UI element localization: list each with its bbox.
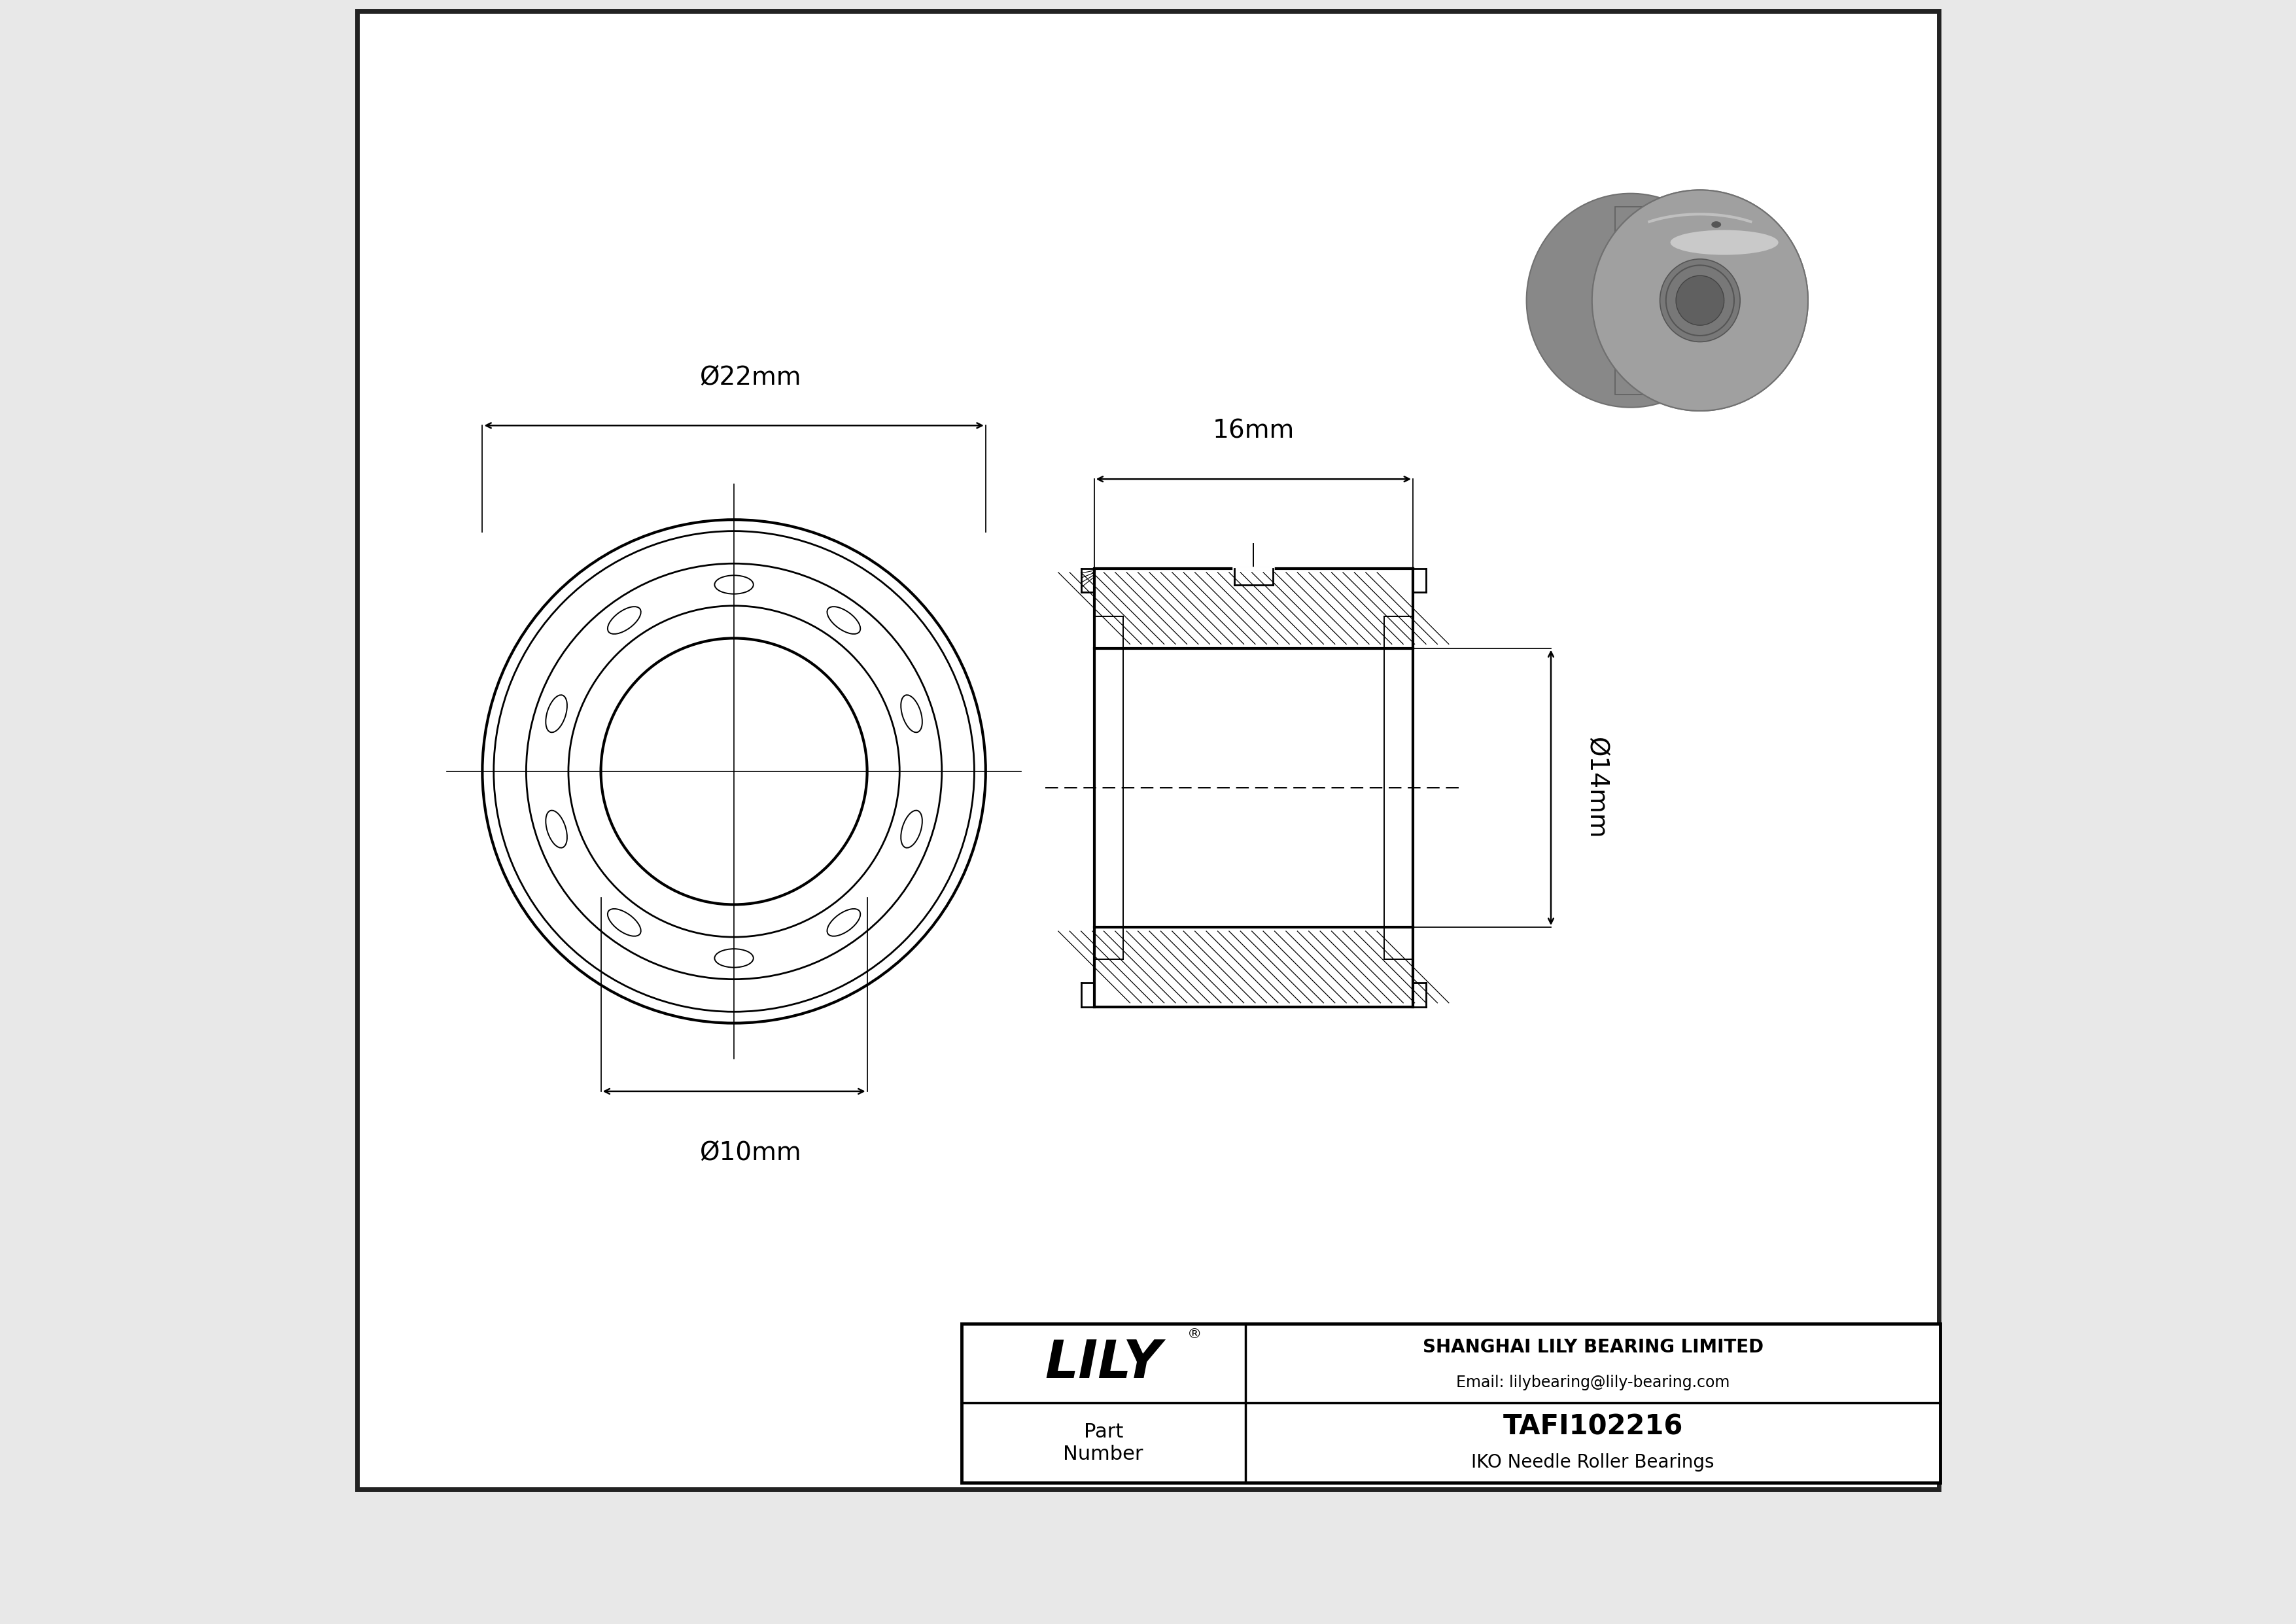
Ellipse shape — [1711, 221, 1722, 227]
Text: 16mm: 16mm — [1212, 419, 1295, 443]
Ellipse shape — [1591, 190, 1807, 411]
Text: Ø22mm: Ø22mm — [700, 365, 801, 390]
Text: Ø10mm: Ø10mm — [700, 1140, 801, 1164]
Text: IKO Needle Roller Bearings: IKO Needle Roller Bearings — [1472, 1453, 1715, 1471]
Ellipse shape — [1671, 231, 1779, 255]
Ellipse shape — [1527, 193, 1736, 408]
Text: SHANGHAI LILY BEARING LIMITED: SHANGHAI LILY BEARING LIMITED — [1424, 1338, 1763, 1356]
Bar — [1614, 206, 1722, 395]
Text: Email: lilybearing@lily-bearing.com: Email: lilybearing@lily-bearing.com — [1456, 1376, 1729, 1390]
FancyBboxPatch shape — [358, 11, 1938, 1489]
Text: TAFI102216: TAFI102216 — [1504, 1413, 1683, 1440]
Text: Part
Number: Part Number — [1063, 1423, 1143, 1463]
Ellipse shape — [1676, 276, 1724, 325]
Text: LILY: LILY — [1045, 1338, 1162, 1389]
Text: Ø14mm: Ø14mm — [1584, 737, 1609, 838]
Bar — [962, 1324, 1940, 1483]
Ellipse shape — [1660, 258, 1740, 343]
Text: ®: ® — [1187, 1327, 1201, 1341]
Ellipse shape — [1591, 190, 1807, 411]
